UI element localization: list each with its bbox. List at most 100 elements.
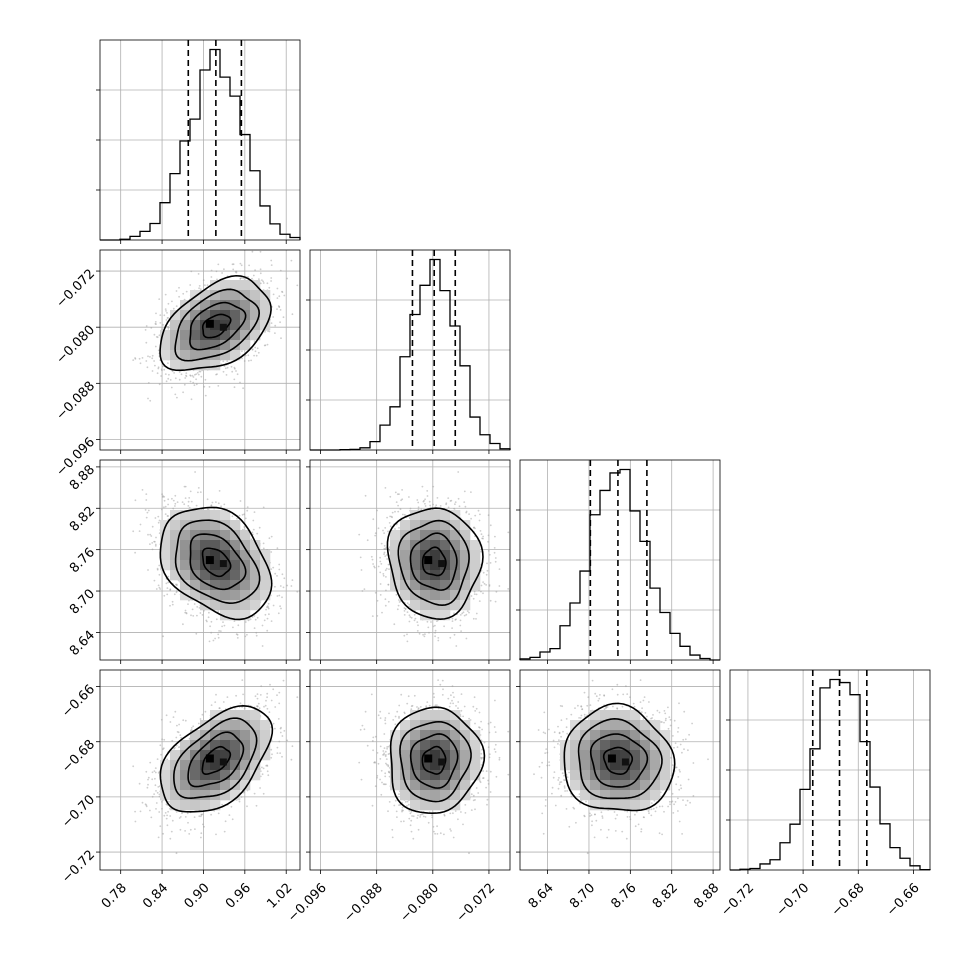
scatter-point xyxy=(272,293,275,296)
scatter-point xyxy=(165,319,168,321)
scatter-point xyxy=(459,624,462,627)
scatter-point xyxy=(233,620,236,622)
scatter-point xyxy=(266,605,269,607)
density-peak xyxy=(205,556,214,565)
density-cell xyxy=(240,320,251,331)
scatter-point xyxy=(160,375,163,377)
scatter-point xyxy=(279,605,281,608)
scatter-point xyxy=(158,519,161,522)
density-cell xyxy=(160,550,171,561)
density-cell xyxy=(220,280,231,291)
scatter-point xyxy=(193,603,196,605)
scatter-point xyxy=(386,558,388,560)
scatter-point xyxy=(426,495,429,497)
scatter-point xyxy=(167,328,170,330)
histogram-steps-2 xyxy=(519,468,720,661)
scatter-point xyxy=(272,316,275,318)
density-peak xyxy=(205,319,214,328)
scatter-point xyxy=(212,639,215,642)
scatter-point xyxy=(395,593,398,596)
density-cell xyxy=(230,590,241,601)
scatter-point xyxy=(200,375,203,378)
scatter-point xyxy=(409,507,412,510)
scatter-point xyxy=(188,506,191,509)
scatter-panel-2-0 xyxy=(99,459,307,661)
scatter-point xyxy=(254,346,257,349)
scatter-point xyxy=(167,503,170,506)
scatter-point xyxy=(190,270,193,273)
scatter-point xyxy=(256,347,259,350)
scatter-point xyxy=(302,279,304,281)
contour-2 xyxy=(174,288,260,362)
scatter-point xyxy=(203,385,206,388)
scatter-point xyxy=(195,378,198,381)
scatter-point xyxy=(244,621,247,623)
scatter-point xyxy=(437,639,440,642)
scatter-point xyxy=(231,370,234,373)
scatter-point xyxy=(225,374,228,376)
scatter-point xyxy=(171,370,174,373)
scatter-point xyxy=(234,271,237,273)
scatter-point xyxy=(305,557,307,559)
scatter-point xyxy=(206,508,209,511)
scatter-point xyxy=(239,277,242,280)
density-cell xyxy=(190,350,201,361)
density-cell xyxy=(240,610,251,621)
scatter-point xyxy=(217,636,220,639)
scatter-point xyxy=(202,279,205,281)
density-cell xyxy=(260,590,271,601)
scatter-point xyxy=(197,487,200,489)
scatter-point xyxy=(437,637,440,639)
density-cell xyxy=(240,290,251,301)
density-cell xyxy=(230,310,241,321)
scatter-point xyxy=(161,493,164,496)
scatter-point xyxy=(480,590,482,593)
scatter-point xyxy=(395,501,398,503)
scatter-point xyxy=(161,328,163,330)
scatter-point xyxy=(224,367,227,370)
scatter-point xyxy=(230,365,233,368)
scatter-point xyxy=(263,619,266,622)
scatter-point xyxy=(274,324,277,327)
scatter-point xyxy=(232,263,235,266)
scatter-point xyxy=(266,282,269,285)
scatter-point xyxy=(270,535,273,538)
scatter-point xyxy=(231,515,234,518)
scatter-point xyxy=(268,537,271,540)
scatter-point xyxy=(458,505,461,508)
density-cell xyxy=(260,550,271,561)
density-cell xyxy=(200,510,211,521)
scatter-point xyxy=(156,567,159,570)
scatter-point xyxy=(380,542,383,545)
density-cell xyxy=(250,570,261,581)
density-cell xyxy=(170,570,181,581)
scatter-point xyxy=(482,535,484,538)
scatter-point xyxy=(262,506,265,509)
scatter-point xyxy=(206,284,209,286)
density-cell xyxy=(240,600,251,611)
density-cell xyxy=(240,580,251,591)
scatter-point xyxy=(145,516,148,519)
scatter-point xyxy=(397,604,400,607)
density-cell xyxy=(180,580,191,591)
scatter-point xyxy=(454,503,456,506)
scatter-point xyxy=(163,499,166,502)
scatter-point xyxy=(382,574,385,577)
scatter-point xyxy=(256,532,259,535)
scatter-point xyxy=(270,551,273,553)
scatter-point xyxy=(153,333,156,336)
density-cell xyxy=(190,550,201,561)
density-cell xyxy=(210,540,221,551)
scatter-point xyxy=(451,627,453,629)
density-cell xyxy=(230,330,241,341)
density-cell xyxy=(160,350,171,361)
scatter-point xyxy=(385,576,387,578)
density-cell xyxy=(200,520,211,531)
scatter-point xyxy=(380,563,383,565)
scatter-point xyxy=(210,504,213,507)
scatter-point xyxy=(163,506,165,509)
scatter-point xyxy=(358,533,361,536)
scatter-point xyxy=(222,360,225,363)
scatter-point xyxy=(283,577,286,580)
scatter-point xyxy=(283,294,286,297)
